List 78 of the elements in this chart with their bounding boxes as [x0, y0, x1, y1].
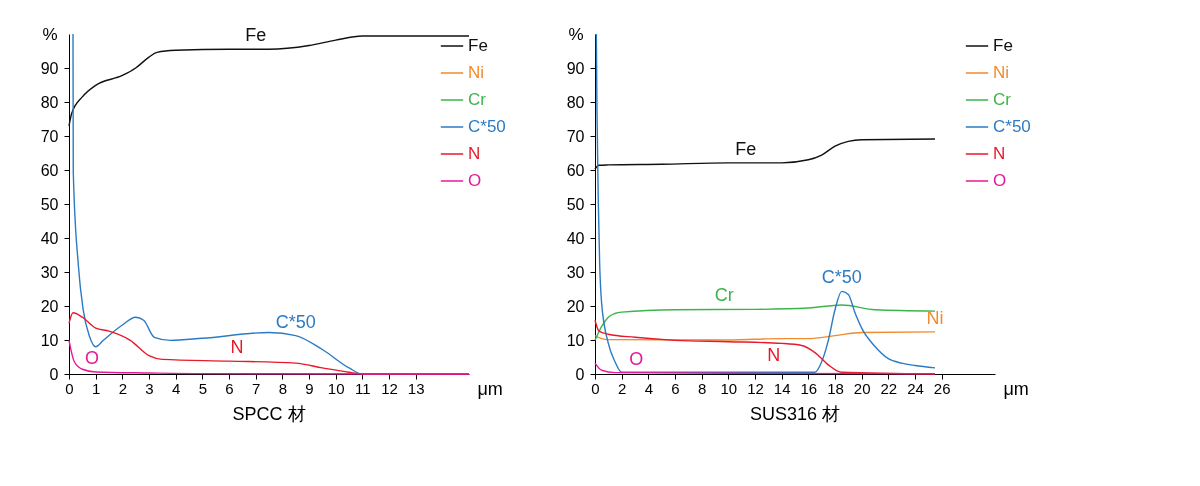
x-tick-label: 11	[355, 379, 371, 397]
y-axis-title: %	[42, 24, 58, 44]
x-tick-label: 10	[720, 379, 738, 397]
x-tick-label: 24	[907, 379, 924, 397]
x-tick-label: 18	[827, 379, 844, 397]
x-tick-label: 2	[617, 379, 627, 397]
y-tick-label: 80	[566, 93, 585, 111]
x-tick-label: 6	[671, 379, 680, 397]
x-axis-title: μm	[477, 378, 503, 399]
x-tick-label: 12	[381, 379, 398, 397]
legend-label: C*50	[468, 117, 506, 136]
x-tick-label: 14	[773, 379, 791, 397]
annotation: Fe	[735, 138, 757, 159]
y-tick-label: 0	[575, 365, 585, 383]
y-tick-label: 90	[566, 59, 585, 77]
legend-label: Ni	[468, 63, 485, 82]
y-tick-label: 60	[40, 161, 59, 179]
legend-label: O	[993, 171, 1007, 190]
legend-label: N	[993, 144, 1006, 163]
y-tick-label: 50	[566, 195, 585, 213]
legend-label: O	[468, 171, 482, 190]
legend-label: Ni	[993, 63, 1010, 82]
annotation: Cr	[714, 285, 734, 306]
x-tick-label: 0	[65, 379, 74, 397]
y-tick-label: 90	[40, 59, 59, 77]
y-tick-label: 10	[566, 331, 585, 349]
x-tick-label: 10	[327, 379, 345, 397]
annotation: O	[629, 348, 644, 369]
text: SUS316 材	[749, 404, 841, 424]
legend-label: N	[468, 144, 481, 163]
legend-label: C*50	[993, 117, 1031, 136]
y-tick-label: 20	[40, 297, 59, 315]
y-tick-label: 30	[566, 263, 585, 281]
y-tick-label: 10	[40, 331, 59, 349]
x-tick-label: 16	[800, 379, 818, 397]
x-tick-label: 8	[278, 379, 288, 397]
x-tick-label: 6	[225, 379, 234, 397]
x-tick-label: 12	[747, 379, 764, 397]
x-tick-label: 1	[91, 379, 101, 397]
annotation: O	[84, 347, 99, 368]
x-tick-label: 20	[853, 379, 871, 397]
x-tick-label: 4	[644, 379, 654, 397]
x-tick-label: 5	[198, 379, 208, 397]
line-series	[594, 331, 936, 341]
x-tick-label: 4	[171, 379, 181, 397]
text: SPCC 材	[232, 404, 306, 424]
annotation: C*50	[821, 267, 862, 288]
y-tick-label: 20	[566, 297, 585, 315]
legend-label: Fe	[993, 36, 1013, 55]
x-tick-label: 22	[880, 379, 898, 397]
legend-label: Fe	[468, 36, 488, 55]
x-tick-label: 0	[591, 379, 600, 397]
y-tick-label: 80	[40, 93, 59, 111]
x-tick-label: 3	[145, 379, 154, 397]
y-tick-label: 40	[566, 229, 585, 247]
x-tick-label: 13	[407, 379, 425, 397]
line-series	[594, 138, 936, 170]
annotation: Fe	[245, 25, 267, 46]
x-tick-label: 26	[933, 379, 951, 397]
y-axis-title: %	[568, 24, 584, 44]
y-tick-label: 50	[40, 195, 59, 213]
annotation: N	[230, 337, 244, 358]
legend-label: Cr	[993, 90, 1012, 109]
annotation: N	[767, 345, 781, 366]
annotation: C*50	[275, 311, 316, 332]
y-tick-label: 70	[566, 127, 585, 145]
y-tick-label: 60	[566, 161, 585, 179]
x-tick-label: 7	[251, 379, 261, 397]
x-tick-label: 8	[697, 379, 707, 397]
x-tick-label: 2	[118, 379, 128, 397]
x-tick-label: 9	[305, 379, 314, 397]
legend-label: Cr	[468, 90, 487, 109]
x-axis-title: μm	[1003, 378, 1029, 399]
y-tick-label: 0	[49, 365, 59, 383]
y-tick-label: 70	[40, 127, 59, 145]
annotation: Ni	[926, 307, 944, 328]
y-tick-label: 30	[40, 263, 59, 281]
y-tick-label: 40	[40, 229, 59, 247]
